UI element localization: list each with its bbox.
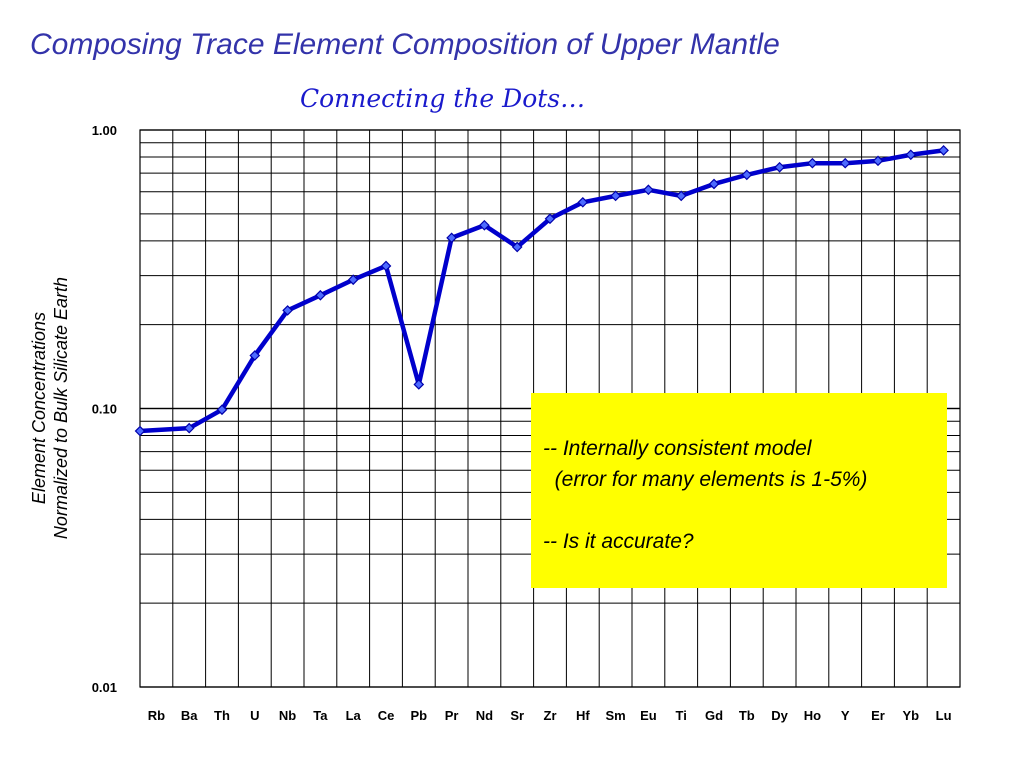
- x-tick-label: Sm: [605, 708, 625, 723]
- data-point-marker: [183, 422, 195, 434]
- x-tick-label: La: [346, 708, 362, 723]
- data-point-marker: [938, 145, 949, 156]
- data-point-marker: [479, 219, 490, 231]
- x-tick-label: Er: [871, 708, 885, 723]
- x-tick-label: Nd: [476, 708, 493, 723]
- y-tick-label: 1.00: [92, 123, 117, 138]
- data-point-marker: [315, 289, 326, 301]
- data-point-marker: [216, 404, 228, 416]
- x-tick-label: Tb: [739, 708, 755, 723]
- x-tick-label: Th: [214, 708, 230, 723]
- data-point-marker: [839, 157, 851, 169]
- x-tick-label: Hf: [576, 708, 590, 723]
- data-point-marker: [610, 190, 621, 202]
- x-tick-label: Pb: [410, 708, 427, 723]
- data-point-marker: [380, 260, 392, 272]
- data-point-marker: [282, 305, 293, 316]
- x-tick-label: Lu: [936, 708, 952, 723]
- note-line-2: (error for many elements is 1-5%): [543, 468, 868, 491]
- x-tick-label: U: [250, 708, 259, 723]
- data-point-marker: [807, 157, 818, 169]
- data-point-marker: [872, 155, 884, 167]
- series-line: [137, 148, 946, 434]
- x-tick-label: Eu: [640, 708, 657, 723]
- x-tick-label: Ta: [313, 708, 328, 723]
- x-tick-label: Ce: [378, 708, 395, 723]
- x-tick-label: Rb: [148, 708, 165, 723]
- data-point-marker: [741, 169, 753, 181]
- data-point-marker: [708, 178, 720, 190]
- data-point-marker: [413, 379, 425, 390]
- slide-title: Composing Trace Element Composition of U…: [30, 28, 780, 61]
- chart-ticks: 1.00 0.10 0.01 Rb Ba Th U Nb Ta La Ce Pb Pr Nd Sr Zr Hf S…: [92, 123, 952, 723]
- x-tick-label: Ti: [676, 708, 687, 723]
- note-box: -- Internally consistent model (error fo…: [531, 393, 947, 588]
- data-point-marker: [347, 274, 359, 286]
- data-point-marker: [774, 161, 785, 173]
- x-tick-label: Nb: [279, 708, 296, 723]
- y-tick-label: 0.01: [92, 680, 117, 695]
- x-tick-label: Pr: [445, 708, 459, 723]
- chart-series: [134, 145, 949, 437]
- data-point-marker: [446, 232, 457, 244]
- x-tick-label: Zr: [544, 708, 557, 723]
- x-tick-label: Yb: [902, 708, 919, 723]
- x-tick-label: Ho: [804, 708, 821, 723]
- data-point-marker: [675, 190, 687, 202]
- slide-subtitle: Connecting the Dots…: [300, 84, 586, 113]
- y-tick-label: 0.10: [92, 402, 117, 417]
- note-line-3: -- Is it accurate?: [543, 530, 694, 553]
- data-point-marker: [544, 213, 556, 225]
- data-point-marker: [905, 149, 917, 161]
- data-point-marker: [643, 184, 654, 196]
- data-point-marker: [249, 350, 261, 361]
- note-line-1: -- Internally consistent model: [543, 437, 812, 460]
- note-spacer: [543, 495, 947, 526]
- x-tick-label: Ba: [181, 708, 198, 723]
- data-point-marker: [577, 196, 589, 208]
- data-point-marker: [511, 241, 523, 253]
- x-tick-label: Sr: [510, 708, 524, 723]
- x-tick-label: Gd: [705, 708, 723, 723]
- x-tick-label: Dy: [771, 708, 788, 723]
- x-tick-label: Y: [841, 708, 850, 723]
- data-point-marker: [134, 425, 146, 437]
